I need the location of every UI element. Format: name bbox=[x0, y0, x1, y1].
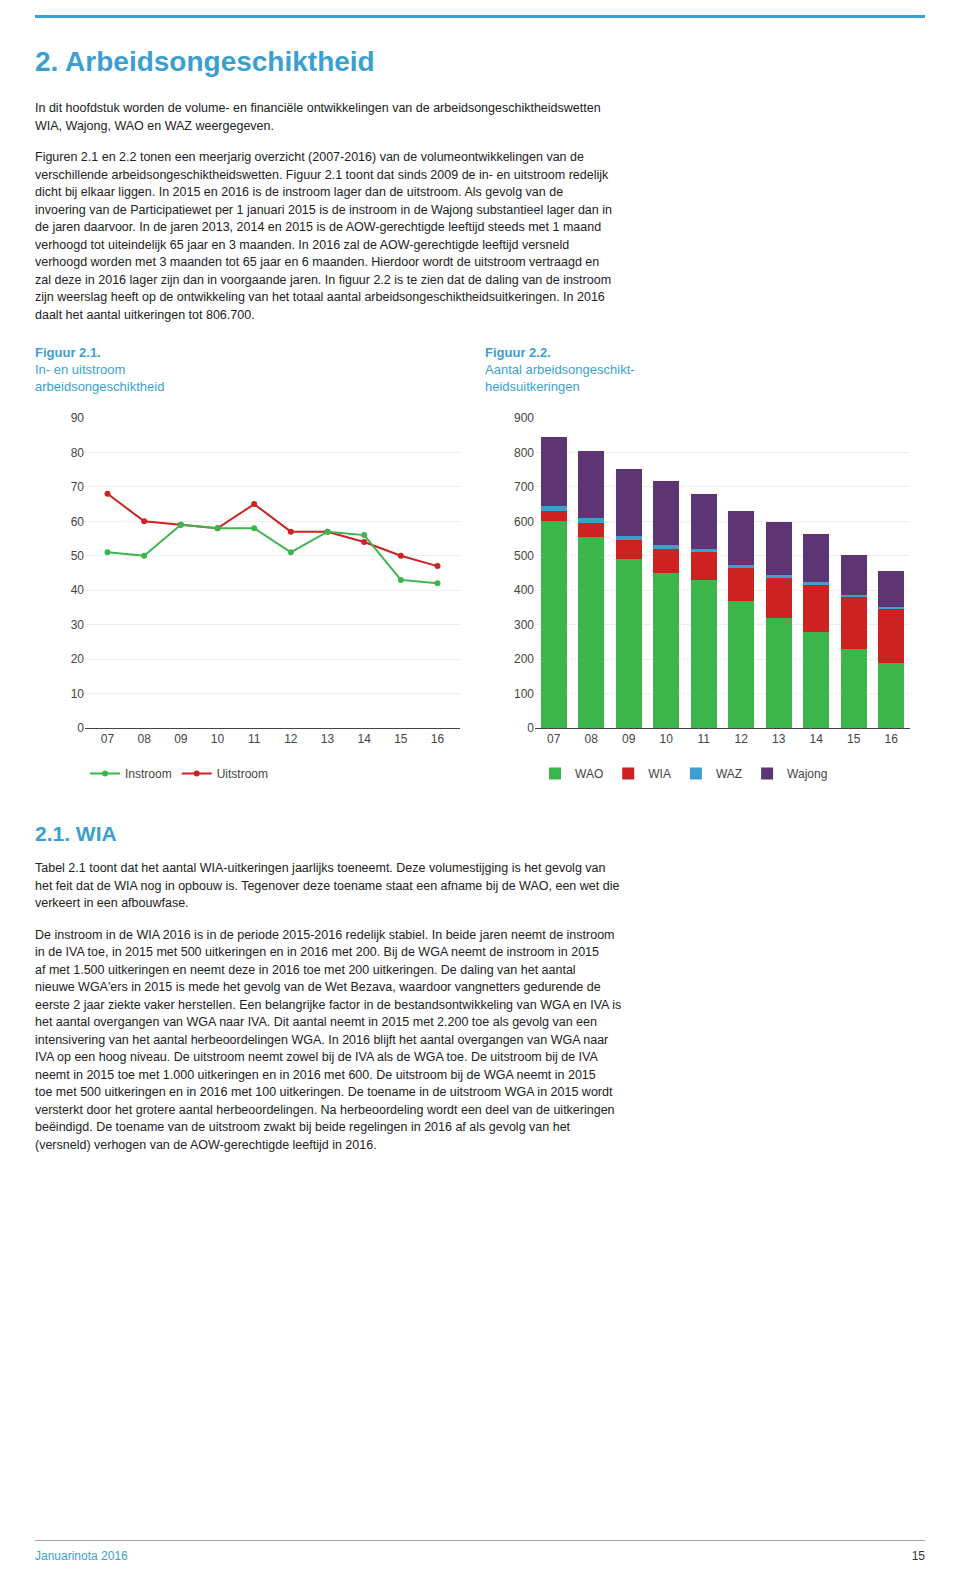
svg-text:Instroom: Instroom bbox=[125, 767, 172, 781]
svg-text:10: 10 bbox=[660, 732, 674, 746]
svg-text:15: 15 bbox=[847, 732, 861, 746]
svg-text:15: 15 bbox=[394, 732, 408, 746]
svg-text:14: 14 bbox=[810, 732, 824, 746]
svg-text:13: 13 bbox=[321, 732, 335, 746]
svg-text:50: 50 bbox=[71, 549, 85, 563]
svg-text:600: 600 bbox=[514, 515, 534, 529]
svg-text:08: 08 bbox=[137, 732, 151, 746]
svg-text:20: 20 bbox=[71, 652, 85, 666]
html-text:Figuren 2.1 en 2.2 tonen een m: Figuren 2.1 en 2.2 tonen een meerjarig o… bbox=[35, 150, 612, 322]
svg-text:16: 16 bbox=[431, 732, 445, 746]
svg-text:200: 200 bbox=[514, 652, 534, 666]
html-text:In dit hoofdstuk worden de vol: In dit hoofdstuk worden de volume- en fi… bbox=[35, 101, 601, 133]
svg-text:70: 70 bbox=[71, 480, 85, 494]
svg-text:900: 900 bbox=[514, 411, 534, 425]
svg-text:WAZ: WAZ bbox=[716, 767, 742, 781]
svg-text:Figuur 2.1.In- en uitstroomarb: Figuur 2.1.In- en uitstroomarbeidsongesc… bbox=[35, 345, 164, 394]
html-text:15: 15 bbox=[911, 1549, 925, 1563]
svg-text:80: 80 bbox=[71, 446, 85, 460]
svg-text:WAO: WAO bbox=[575, 767, 603, 781]
html-text:2.1. WIA: 2.1. WIA bbox=[35, 822, 117, 845]
svg-text:60: 60 bbox=[71, 515, 85, 529]
svg-text:11: 11 bbox=[248, 732, 261, 746]
svg-text:800: 800 bbox=[514, 446, 534, 460]
svg-text:07: 07 bbox=[101, 732, 115, 746]
svg-text:400: 400 bbox=[514, 583, 534, 597]
svg-text:700: 700 bbox=[514, 480, 534, 494]
svg-text:10: 10 bbox=[71, 687, 85, 701]
svg-text:08: 08 bbox=[585, 732, 599, 746]
html-text:2. Arbeidsongeschiktheid: 2. Arbeidsongeschiktheid bbox=[35, 46, 375, 77]
svg-text:90: 90 bbox=[71, 411, 85, 425]
svg-text:Uitstroom: Uitstroom bbox=[217, 767, 268, 781]
svg-text:0: 0 bbox=[527, 721, 534, 735]
svg-text:WIA: WIA bbox=[648, 767, 671, 781]
svg-text:30: 30 bbox=[71, 618, 85, 632]
svg-text:500: 500 bbox=[514, 549, 534, 563]
html-text:Januarinota 2016: Januarinota 2016 bbox=[35, 1549, 128, 1563]
svg-text:09: 09 bbox=[622, 732, 636, 746]
svg-text:Wajong: Wajong bbox=[787, 767, 827, 781]
svg-text:11: 11 bbox=[698, 732, 711, 746]
svg-text:12: 12 bbox=[284, 732, 298, 746]
html-text:Tabel 2.1 toont dat het aantal: Tabel 2.1 toont dat het aantal WIA-uitke… bbox=[35, 861, 620, 910]
svg-text:0: 0 bbox=[77, 721, 84, 735]
svg-text:Figuur 2.2.Aantal arbeidsonges: Figuur 2.2.Aantal arbeidsongeschikt-heid… bbox=[485, 345, 635, 394]
html-text:De instroom in de WIA 2016 is: De instroom in de WIA 2016 is in de peri… bbox=[35, 927, 622, 1152]
svg-text:40: 40 bbox=[71, 583, 85, 597]
svg-text:10: 10 bbox=[211, 732, 225, 746]
svg-text:09: 09 bbox=[174, 732, 188, 746]
svg-text:100: 100 bbox=[514, 687, 534, 701]
svg-text:16: 16 bbox=[885, 732, 899, 746]
svg-text:13: 13 bbox=[772, 732, 786, 746]
svg-text:12: 12 bbox=[735, 732, 749, 746]
svg-text:300: 300 bbox=[514, 618, 534, 632]
svg-text:07: 07 bbox=[547, 732, 561, 746]
svg-text:14: 14 bbox=[357, 732, 371, 746]
